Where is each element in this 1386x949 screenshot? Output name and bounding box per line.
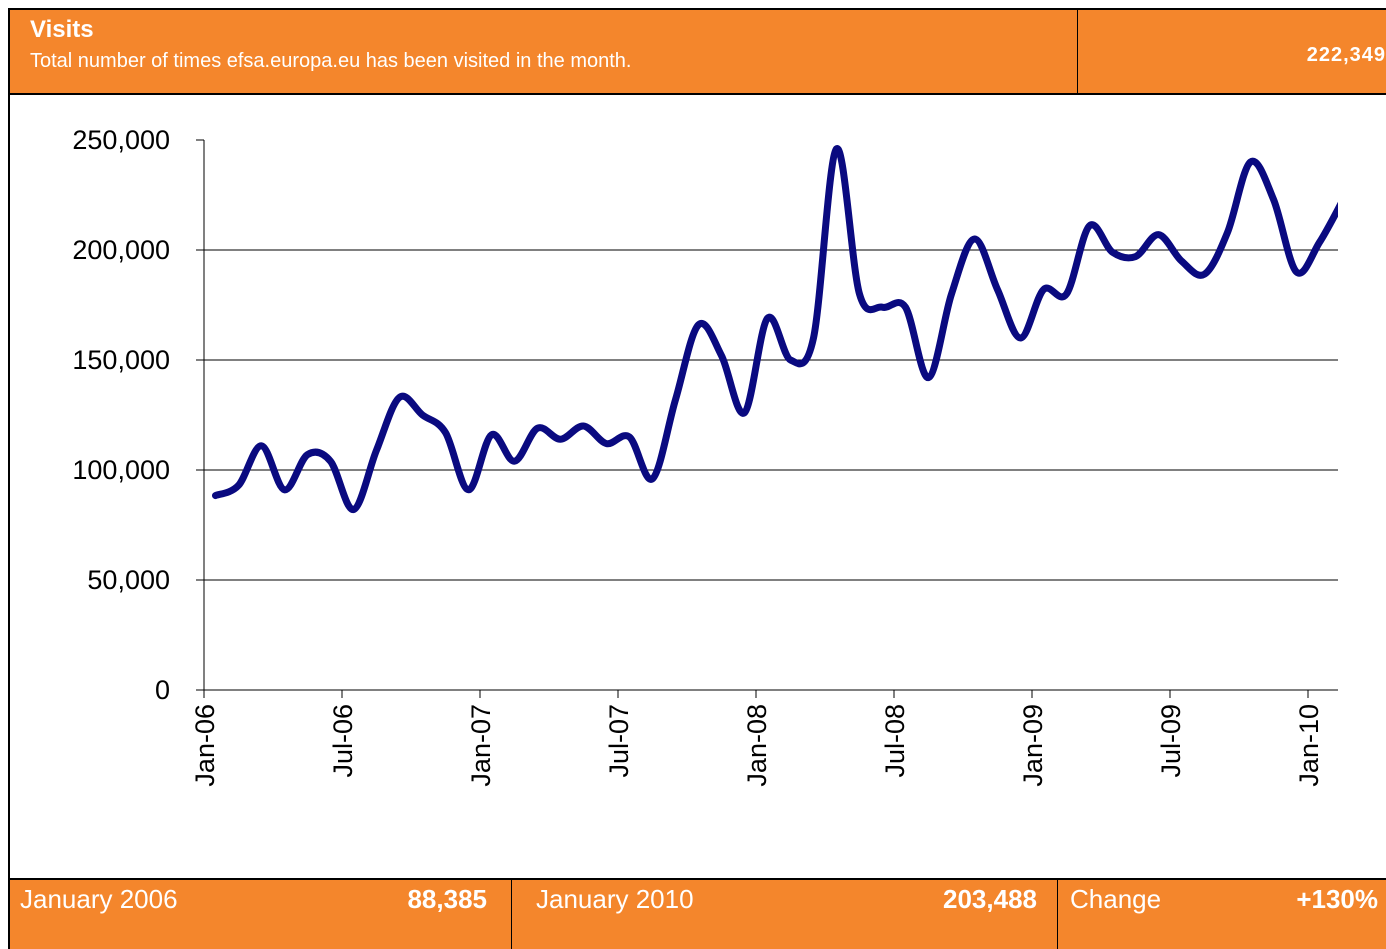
y-tick-label: 100,000 [72, 455, 170, 485]
footer-label: Change [1070, 884, 1162, 914]
header-subtitle: Total number of times efsa.europa.eu has… [30, 50, 632, 72]
header-title: Visits [30, 16, 94, 43]
x-tick-label: Jan-09 [1018, 704, 1048, 787]
footer-cell: January 2006 88,385 [8, 878, 512, 949]
x-tick-label: Jan-06 [190, 704, 220, 787]
plot [212, 145, 1338, 514]
y-tick-label: 250,000 [72, 125, 170, 155]
x-tick-label: Jan-08 [742, 704, 772, 787]
x-tick-label: Jul-06 [328, 704, 358, 778]
header-value: 222,349 [1306, 44, 1386, 66]
x-tick-label: Jul-07 [604, 704, 634, 778]
line-series [212, 145, 1338, 514]
footer-cell: January 2010 203,488 [511, 878, 1058, 949]
footer-label: January 2010 [536, 884, 694, 914]
x-tick-label: Jan-10 [1294, 704, 1324, 787]
footer-value: +130% [1296, 884, 1378, 914]
y-tick-label: 150,000 [72, 345, 170, 375]
y-tick-label: 50,000 [87, 565, 170, 595]
x-tick-label: Jul-08 [880, 704, 910, 778]
footer-value: 203,488 [943, 884, 1037, 914]
footer-cell: Change +130% [1057, 878, 1386, 949]
y-tick-label: 0 [155, 675, 170, 705]
header: Visits Total number of times efsa.europa… [8, 8, 1078, 95]
left-border [8, 95, 10, 878]
x-tick-label: Jan-07 [466, 704, 496, 787]
footer-label: January 2006 [20, 884, 178, 914]
x-tick-label: Jul-09 [1156, 704, 1186, 778]
header-value-box: 222,349 [1077, 8, 1386, 95]
footer-value: 88,385 [407, 884, 487, 914]
y-tick-label: 200,000 [72, 235, 170, 265]
